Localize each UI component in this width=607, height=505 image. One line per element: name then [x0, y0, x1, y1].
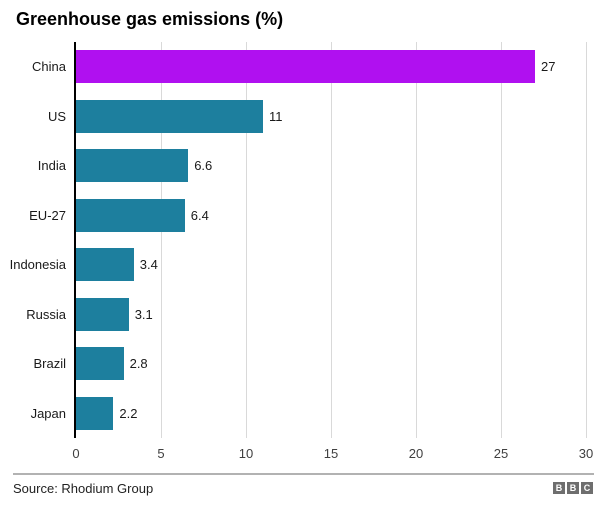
- x-axis-tick-labels: 0 5 10 15 20 25 30: [72, 446, 593, 462]
- bar-rows: China 27 US 11 India 6.6 EU-27 6.4 Indon…: [10, 42, 586, 439]
- category-label: EU-27: [29, 207, 66, 223]
- value-label: 6.4: [190, 207, 209, 223]
- gridline: [161, 42, 162, 438]
- category-label: India: [37, 158, 66, 174]
- x-tick-label: 10: [238, 446, 254, 461]
- gridline: [586, 42, 587, 438]
- bar-row: Russia 3.1: [26, 290, 586, 340]
- value-label: 27: [541, 59, 556, 75]
- bar-row: Japan 2.2: [31, 389, 586, 439]
- value-label: 3.1: [134, 306, 153, 322]
- bar-us: [76, 99, 263, 133]
- bar-russia: [76, 297, 129, 331]
- value-label: 2.8: [129, 356, 148, 372]
- gridline: [501, 42, 502, 438]
- bar-china: [76, 50, 535, 84]
- x-tick-label: 0: [72, 446, 80, 461]
- bar-row: EU-27 6.4: [29, 191, 586, 241]
- value-label: 11: [269, 108, 283, 124]
- category-label: US: [47, 108, 66, 124]
- plot-area: China 27 US 11 India 6.6 EU-27 6.4 Indon…: [10, 42, 593, 461]
- value-label: 2.2: [119, 405, 138, 421]
- value-label: 6.6: [194, 158, 213, 174]
- bar-brazil: [76, 347, 124, 381]
- bar-row: Brazil 2.8: [33, 339, 586, 389]
- category-label: Russia: [26, 306, 66, 322]
- bar-eu27: [76, 198, 185, 232]
- category-label: Japan: [30, 405, 66, 421]
- chart-title: Greenhouse gas emissions (%): [16, 9, 284, 29]
- bar-japan: [76, 396, 114, 430]
- bbc-logo: B B C: [553, 482, 593, 494]
- y-axis-line: [74, 42, 76, 438]
- source-attribution: Source: Rhodium Group: [13, 481, 154, 496]
- x-tick-label: 15: [323, 446, 339, 461]
- x-tick-label: 5: [157, 446, 165, 461]
- gridline: [416, 42, 417, 438]
- gridline: [246, 42, 247, 438]
- gridline: [331, 42, 332, 438]
- bbc-logo-block: C: [581, 482, 593, 494]
- category-label: China: [32, 59, 66, 75]
- bar-row: India 6.6: [38, 141, 586, 191]
- x-tick-label: 25: [493, 446, 509, 461]
- bbc-logo-block: B: [567, 482, 579, 494]
- bar-indonesia: [76, 248, 134, 282]
- footer-divider: [13, 473, 594, 475]
- category-label: Brazil: [33, 356, 66, 372]
- bbc-logo-block: B: [553, 482, 565, 494]
- bar-row: Indonesia 3.4: [10, 240, 586, 290]
- bar-india: [76, 149, 189, 183]
- x-tick-label: 30: [578, 446, 594, 461]
- value-label: 3.4: [139, 257, 158, 273]
- bar-row: China 27: [32, 42, 586, 92]
- x-tick-label: 20: [408, 446, 424, 461]
- bar-row: US 11: [48, 92, 586, 142]
- category-label: Indonesia: [9, 257, 66, 273]
